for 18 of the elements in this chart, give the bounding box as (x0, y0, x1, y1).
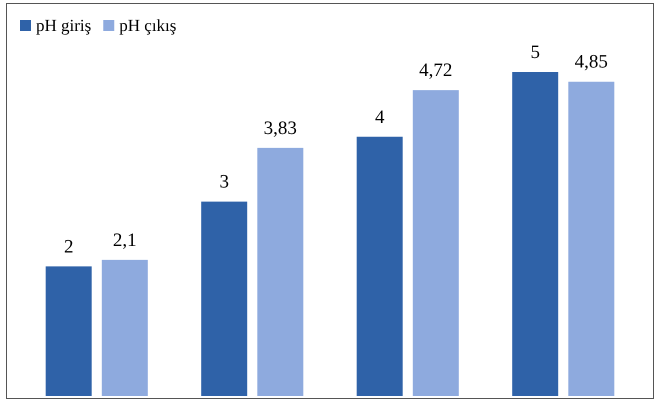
bar (568, 82, 614, 396)
legend-label: pH giriş (36, 16, 92, 35)
data-label: 2 (64, 236, 74, 258)
bar (356, 136, 403, 396)
bar (412, 90, 459, 396)
data-label: 2,1 (112, 230, 137, 251)
data-label: 3 (219, 172, 229, 193)
bar (201, 202, 248, 396)
data-label: 4,85 (574, 52, 608, 73)
data-label: 4,72 (419, 60, 452, 82)
bar (512, 72, 558, 396)
data-label: 3,83 (264, 118, 297, 139)
data-label: 5 (530, 42, 540, 63)
legend-label: pH çıkış (119, 16, 176, 35)
data-label: 4 (374, 106, 385, 128)
bar (46, 266, 92, 396)
bar (257, 148, 304, 396)
bar (102, 260, 148, 396)
